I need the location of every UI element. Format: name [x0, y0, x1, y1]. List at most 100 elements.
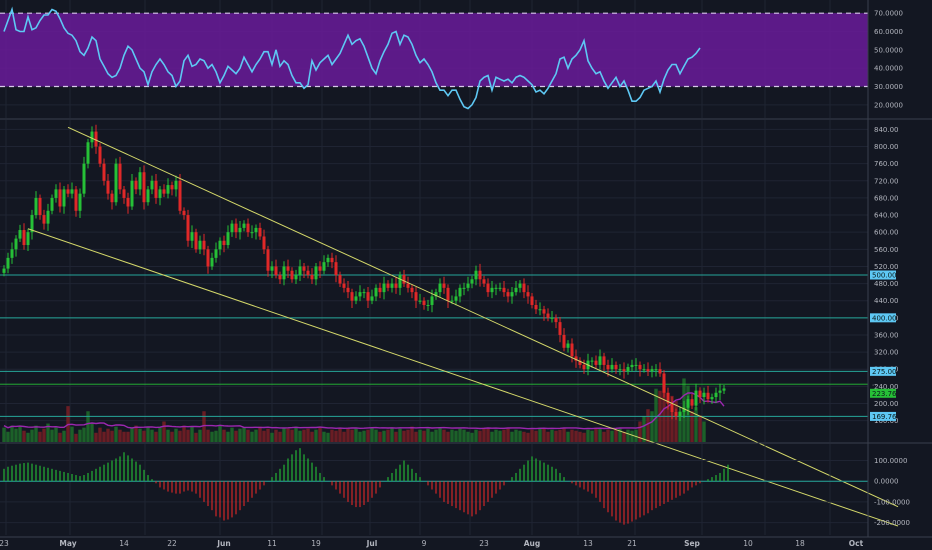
time-axis-label: Sep	[684, 539, 700, 548]
volume-bar	[258, 426, 262, 442]
volume-bar	[214, 430, 218, 442]
volume-bar	[10, 425, 14, 442]
candle-body	[106, 180, 110, 194]
candle-body	[342, 283, 346, 288]
volume-bar	[350, 429, 354, 442]
volume-bar	[118, 429, 122, 442]
current-price-badge-box	[870, 388, 896, 398]
volume-bar	[330, 429, 334, 442]
candle-body	[618, 369, 622, 371]
price-tick-label: 600.00	[874, 229, 899, 237]
volume-bar	[586, 429, 590, 442]
volume-bar	[122, 431, 126, 442]
candle-body	[522, 283, 526, 293]
candle-body	[518, 283, 522, 288]
candle-body	[242, 223, 246, 228]
candle-body	[114, 163, 118, 203]
candle-body	[270, 266, 274, 271]
candle-body	[378, 287, 382, 293]
volume-bar	[486, 428, 490, 442]
panel-separators	[0, 0, 932, 538]
candle-body	[290, 270, 294, 280]
price-tick-label: 360.00	[874, 331, 899, 339]
volume-bar	[22, 430, 26, 442]
candle-body	[278, 275, 282, 280]
volume-bar	[434, 429, 438, 442]
price-tick-label: 440.00	[874, 297, 899, 305]
volume-bar	[114, 426, 118, 442]
price-tick-label: 680.00	[874, 194, 899, 202]
volume-bar	[138, 428, 142, 442]
candle-body	[274, 266, 278, 276]
candle-body	[30, 215, 34, 233]
volume-bar	[402, 430, 406, 442]
candle-body	[302, 266, 306, 271]
candle-body	[718, 390, 722, 393]
volume-bar	[542, 428, 546, 442]
candle-body	[338, 275, 342, 284]
volume-bar	[462, 429, 466, 442]
volume-bar	[158, 427, 162, 442]
volume-bar	[198, 429, 202, 442]
candle-body	[354, 296, 358, 301]
volume-bar	[302, 429, 306, 442]
volume-bar	[438, 427, 442, 442]
candle-body	[594, 360, 598, 365]
volume-bar	[90, 423, 94, 442]
volume-bar	[346, 427, 350, 442]
candle-body	[690, 399, 694, 406]
time-axis-label: Jul	[366, 539, 378, 548]
time-axis: 23 May 14 22 Jun 11 19 Jul 9 23 Aug 13 21 Sep 10 18 Oct	[0, 539, 864, 548]
price-tick-label: 840.00	[874, 126, 899, 134]
candle-body	[554, 317, 558, 323]
candle-body	[410, 287, 414, 293]
candle-body	[630, 364, 634, 368]
volume-bar	[414, 431, 418, 442]
volume-bar	[234, 430, 238, 442]
candle-body	[182, 210, 186, 216]
candle-body	[578, 360, 582, 365]
candle-body	[502, 287, 506, 293]
candle-body	[466, 283, 470, 288]
volume-bar	[426, 428, 430, 442]
volume-bar	[274, 429, 278, 442]
time-axis-label: May	[59, 539, 76, 548]
volume-bar	[266, 428, 270, 442]
candle-body	[710, 397, 714, 400]
candle-body	[482, 279, 486, 284]
volume-bar	[238, 428, 242, 442]
volume-bar	[222, 429, 226, 442]
volume-bar	[34, 425, 38, 442]
candle-body	[658, 369, 662, 374]
volume-bar	[74, 433, 78, 442]
volume-bar	[390, 427, 394, 442]
candle-body	[246, 223, 250, 233]
volume-bar	[478, 430, 482, 442]
volume-bar	[526, 432, 530, 442]
time-axis-label: 21	[627, 539, 637, 548]
candle-body	[282, 266, 286, 280]
candle-body	[406, 283, 410, 288]
volume-bar	[534, 430, 538, 442]
volume-bar	[654, 388, 658, 442]
volume-bar	[634, 429, 638, 442]
candle-body	[382, 283, 386, 293]
volume-bar	[578, 431, 582, 442]
volume-bar	[678, 411, 682, 442]
candle-body	[78, 193, 82, 211]
candle-body	[170, 185, 174, 190]
volume-bar	[674, 401, 678, 442]
candle-body	[86, 142, 90, 164]
rsi-tick-label: 20.0000	[874, 101, 903, 109]
candle-body	[566, 343, 570, 348]
candle-body	[222, 240, 226, 246]
candle-body	[490, 287, 494, 293]
volume-bar	[150, 429, 154, 442]
volume-bar	[374, 429, 378, 442]
volume-bar	[306, 428, 310, 442]
volume-bar	[622, 431, 626, 442]
candle-body	[178, 180, 182, 211]
volume-bar	[490, 431, 494, 442]
top-badge-label: ...	[872, 379, 879, 387]
